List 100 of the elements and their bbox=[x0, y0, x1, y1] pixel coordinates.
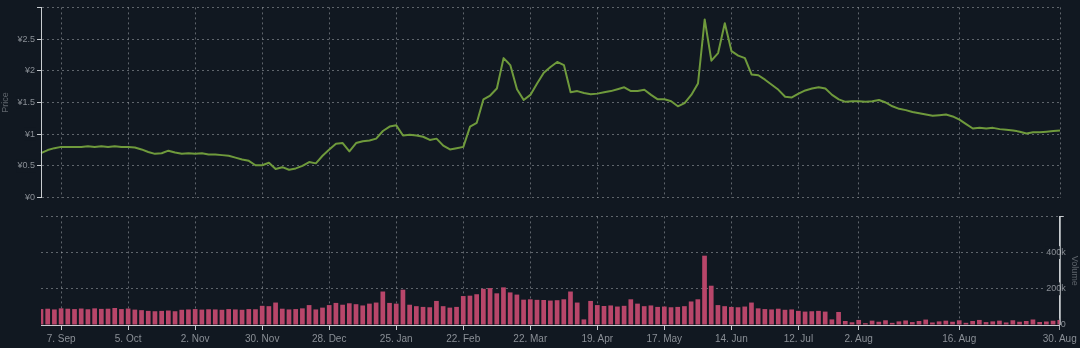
bar bbox=[233, 309, 238, 325]
x-tick-label: 19. Apr bbox=[581, 332, 614, 344]
bar bbox=[152, 311, 158, 325]
bar bbox=[112, 307, 118, 325]
x-tick-label: 2. Aug bbox=[844, 332, 873, 344]
y-tick-label: ¥2.5 bbox=[16, 33, 35, 44]
bar bbox=[936, 321, 942, 325]
bar bbox=[246, 309, 252, 325]
bar bbox=[501, 287, 506, 325]
bar bbox=[635, 303, 640, 325]
bar bbox=[970, 321, 975, 325]
bar bbox=[842, 321, 848, 325]
bar bbox=[682, 306, 687, 325]
x-tick-label: 22. Mar bbox=[513, 332, 548, 344]
bar bbox=[1010, 320, 1016, 325]
bar bbox=[1023, 321, 1029, 325]
bar bbox=[896, 321, 902, 325]
bar bbox=[132, 309, 138, 325]
bar bbox=[849, 322, 855, 325]
bar bbox=[527, 299, 533, 325]
bar bbox=[574, 302, 580, 325]
y-axis-title: Price bbox=[0, 92, 10, 113]
bar bbox=[454, 306, 459, 325]
bar bbox=[608, 305, 614, 325]
bar bbox=[293, 309, 299, 325]
x-tick-label: 7. Sep bbox=[46, 332, 76, 344]
bar bbox=[407, 304, 412, 325]
bar bbox=[1037, 322, 1042, 325]
bar bbox=[507, 292, 513, 325]
bar bbox=[474, 294, 479, 325]
bar bbox=[943, 320, 949, 325]
bar bbox=[708, 285, 714, 325]
x-tick-label: 16. Aug bbox=[942, 332, 977, 344]
bar bbox=[809, 311, 815, 325]
bar bbox=[367, 303, 372, 325]
bar bbox=[172, 311, 178, 325]
bar bbox=[326, 305, 332, 325]
bar bbox=[675, 306, 681, 325]
bar bbox=[695, 299, 701, 325]
y-tick-label: ¥1.5 bbox=[16, 96, 35, 107]
bar bbox=[836, 311, 841, 325]
y-axis-title: Volume bbox=[1069, 255, 1080, 286]
y-tick-label: ¥2 bbox=[23, 65, 35, 76]
bar bbox=[581, 319, 587, 325]
bar bbox=[789, 309, 795, 325]
y-tick-label: 0 bbox=[1060, 319, 1066, 330]
bar bbox=[883, 320, 888, 325]
x-tick-label: 12. Jul bbox=[783, 332, 814, 344]
bar bbox=[568, 291, 573, 325]
y-tick-label: ¥0 bbox=[23, 192, 35, 203]
bar bbox=[816, 310, 821, 325]
bar bbox=[313, 309, 319, 325]
bar bbox=[387, 302, 392, 325]
bar bbox=[641, 306, 647, 325]
bar bbox=[615, 306, 620, 325]
bar bbox=[413, 306, 419, 325]
bar bbox=[521, 299, 526, 325]
x-tick-label: 22. Feb bbox=[446, 332, 481, 344]
bar bbox=[983, 322, 989, 325]
bar bbox=[541, 300, 547, 325]
bar bbox=[346, 303, 352, 325]
y-tick-label: ¥1 bbox=[23, 128, 35, 139]
x-tick-label: 5. Oct bbox=[114, 332, 142, 344]
x-tick-label: 30. Nov bbox=[244, 332, 280, 344]
x-tick-label: 28. Dec bbox=[311, 332, 347, 344]
bar bbox=[179, 309, 185, 325]
bar bbox=[909, 322, 915, 325]
bar bbox=[661, 306, 667, 325]
bar bbox=[856, 319, 862, 325]
bar bbox=[588, 300, 593, 325]
bar bbox=[226, 309, 232, 325]
bar bbox=[1003, 322, 1009, 325]
bar bbox=[273, 302, 278, 325]
bar bbox=[98, 308, 104, 325]
bar bbox=[65, 308, 71, 325]
bar bbox=[702, 255, 707, 325]
bar bbox=[990, 321, 996, 325]
x-tick-label: 30. Aug bbox=[1042, 332, 1077, 344]
bar bbox=[494, 293, 500, 325]
bar bbox=[340, 304, 345, 325]
bar bbox=[380, 291, 386, 325]
bar bbox=[427, 307, 433, 325]
bar bbox=[796, 310, 801, 325]
bar bbox=[997, 320, 1002, 325]
bar bbox=[722, 306, 727, 325]
bar bbox=[755, 308, 761, 325]
x-tick-label: 2. Nov bbox=[180, 332, 210, 344]
bar bbox=[822, 311, 828, 325]
bar bbox=[360, 305, 366, 325]
bar bbox=[749, 302, 754, 325]
bar bbox=[561, 299, 567, 325]
bar bbox=[769, 309, 774, 325]
x-tick-label: 14. Jun bbox=[714, 332, 748, 344]
bar bbox=[45, 308, 51, 325]
bar bbox=[1044, 321, 1049, 325]
bar bbox=[876, 321, 882, 325]
bar bbox=[393, 303, 399, 325]
bar bbox=[548, 300, 553, 325]
bar bbox=[950, 321, 955, 325]
bar bbox=[52, 309, 57, 325]
